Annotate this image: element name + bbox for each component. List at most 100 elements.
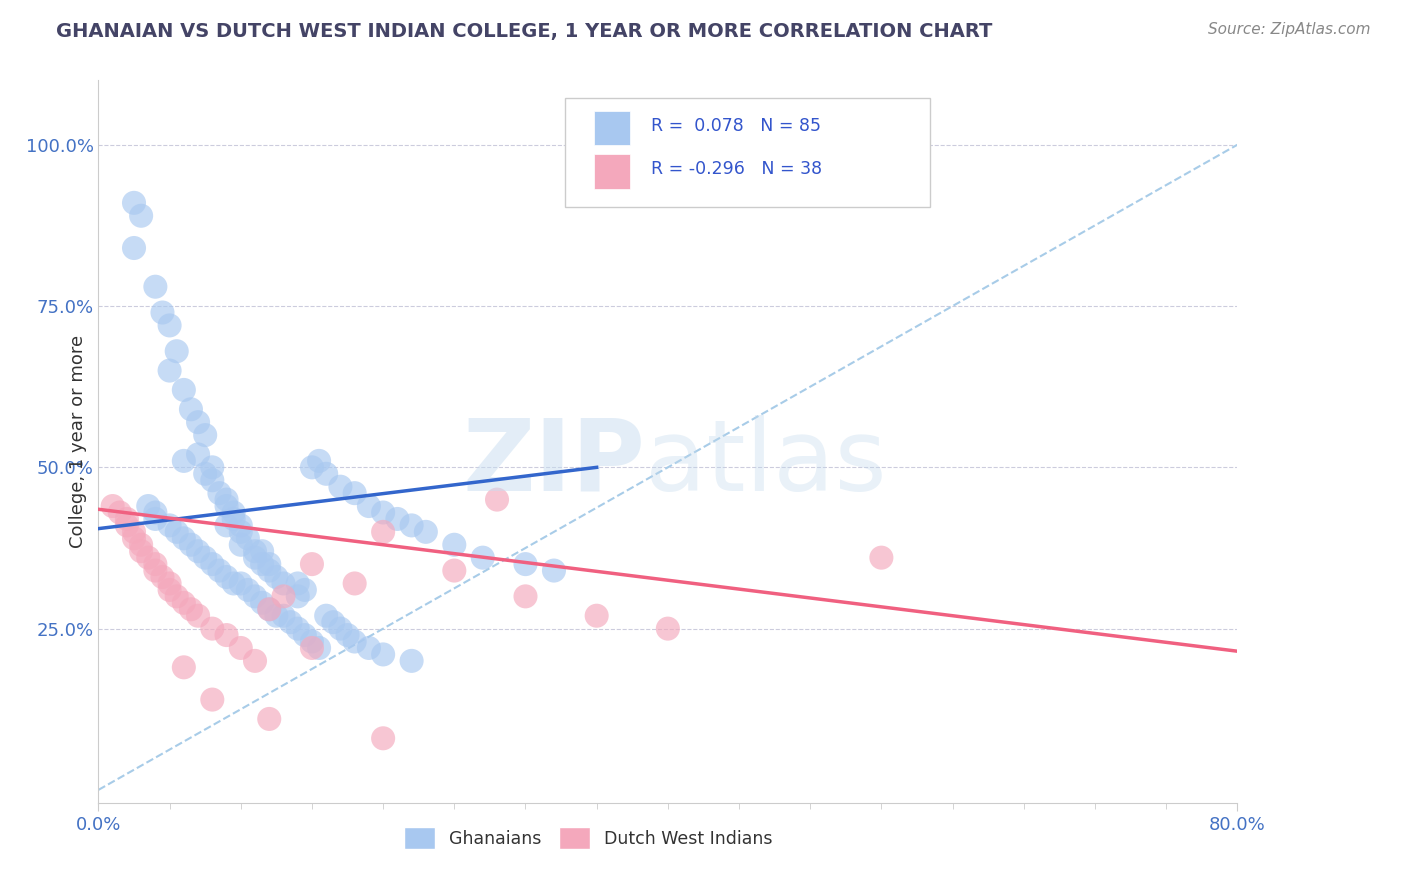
Bar (593, 154, 630, 189)
Point (471, 550, 494, 565)
Point (187, 608, 209, 623)
Point (187, 544, 209, 558)
Point (543, 564, 565, 578)
Text: atlas: atlas (645, 415, 887, 512)
Point (180, 602, 202, 616)
Point (173, 660, 195, 674)
Point (443, 564, 465, 578)
Point (585, 608, 607, 623)
Text: R = -0.296   N = 38: R = -0.296 N = 38 (651, 161, 823, 178)
Point (280, 615, 302, 630)
Point (273, 608, 295, 623)
Point (201, 692, 224, 706)
Point (229, 524, 252, 539)
Point (301, 460, 323, 475)
Point (152, 305, 174, 319)
Point (159, 318, 181, 333)
Point (145, 564, 167, 578)
Y-axis label: College, 1 year or more: College, 1 year or more (69, 335, 87, 548)
FancyBboxPatch shape (565, 98, 929, 207)
Point (215, 518, 238, 533)
Point (329, 622, 352, 636)
Point (301, 640, 323, 655)
Point (236, 531, 259, 545)
Point (259, 712, 281, 726)
Text: Source: ZipAtlas.com: Source: ZipAtlas.com (1208, 22, 1371, 37)
Point (201, 473, 224, 487)
Point (322, 615, 344, 630)
Point (122, 531, 145, 545)
Point (159, 518, 181, 533)
Point (287, 576, 309, 591)
Point (329, 480, 352, 494)
Point (129, 544, 152, 558)
Point (515, 557, 537, 571)
Point (229, 640, 252, 655)
Bar (593, 111, 630, 145)
Point (229, 538, 252, 552)
Point (401, 654, 423, 668)
Point (266, 608, 288, 623)
Point (259, 602, 281, 616)
Point (145, 506, 167, 520)
Point (173, 596, 195, 610)
Point (387, 512, 409, 526)
Point (229, 518, 252, 533)
Point (486, 492, 509, 507)
Point (208, 486, 231, 500)
Point (129, 538, 152, 552)
Point (166, 344, 188, 359)
Point (122, 195, 145, 210)
Point (357, 640, 380, 655)
Point (122, 241, 145, 255)
Point (166, 524, 188, 539)
Point (187, 415, 209, 429)
Point (657, 622, 679, 636)
Point (194, 467, 217, 481)
Point (215, 570, 238, 584)
Point (201, 460, 224, 475)
Point (259, 564, 281, 578)
Point (415, 524, 437, 539)
Point (515, 590, 537, 604)
Point (222, 506, 245, 520)
Point (101, 499, 124, 513)
Point (343, 486, 366, 500)
Point (201, 557, 224, 571)
Point (259, 557, 281, 571)
Point (229, 576, 252, 591)
Text: R =  0.078   N = 85: R = 0.078 N = 85 (651, 117, 821, 135)
Point (443, 538, 465, 552)
Point (250, 544, 273, 558)
Point (259, 602, 281, 616)
Point (173, 383, 195, 397)
Point (194, 550, 217, 565)
Point (180, 538, 202, 552)
Point (301, 634, 323, 648)
Point (208, 564, 231, 578)
Point (173, 454, 195, 468)
Point (373, 524, 395, 539)
Point (373, 506, 395, 520)
Point (173, 531, 195, 545)
Point (215, 628, 238, 642)
Point (222, 576, 245, 591)
Point (215, 499, 238, 513)
Point (122, 524, 145, 539)
Point (287, 590, 309, 604)
Point (870, 550, 893, 565)
Point (308, 454, 330, 468)
Point (357, 499, 380, 513)
Point (343, 634, 366, 648)
Point (315, 608, 337, 623)
Point (129, 209, 152, 223)
Point (243, 654, 266, 668)
Text: GHANAIAN VS DUTCH WEST INDIAN COLLEGE, 1 YEAR OR MORE CORRELATION CHART: GHANAIAN VS DUTCH WEST INDIAN COLLEGE, 1… (56, 22, 993, 41)
Point (187, 447, 209, 461)
Point (159, 582, 181, 597)
Point (166, 590, 188, 604)
Point (159, 576, 181, 591)
Point (201, 622, 224, 636)
Point (250, 596, 273, 610)
Point (343, 576, 366, 591)
